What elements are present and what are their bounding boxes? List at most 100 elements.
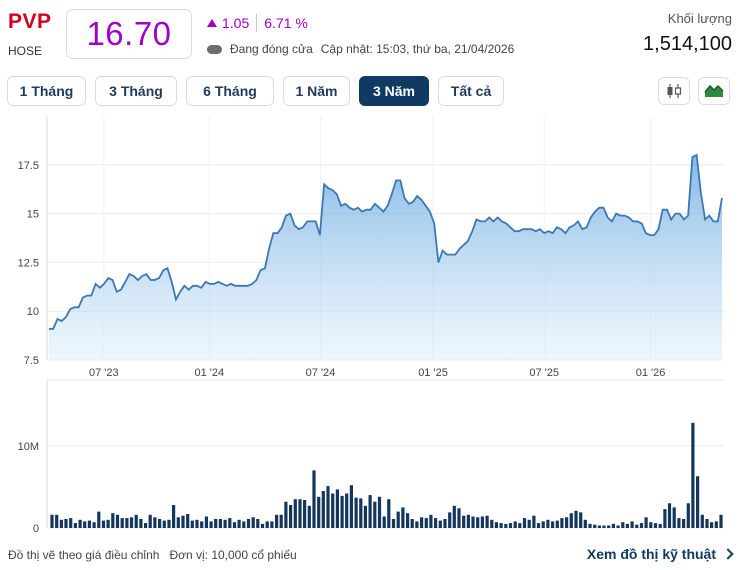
volume-bar (415, 521, 419, 528)
volume-bar (387, 499, 391, 528)
volume-bar (223, 519, 227, 528)
volume-bar (616, 525, 620, 528)
volume-bar (181, 515, 185, 528)
volume-bar (691, 422, 695, 528)
volume-bar (50, 514, 54, 528)
volume-bar (696, 476, 700, 528)
volume-bar (270, 521, 274, 528)
volume-bar (583, 519, 587, 528)
volume-bar (200, 521, 204, 528)
volume-bar (522, 518, 527, 528)
tab-1-month[interactable]: 1 Tháng (7, 76, 86, 106)
volume-bar (176, 517, 180, 528)
volume-tick-label: 10M (18, 441, 39, 453)
volume-bar (256, 519, 260, 528)
technical-chart-link-text[interactable]: Xem đồ thị kỹ thuật (586, 546, 716, 562)
volume-bar (508, 523, 513, 528)
volume-bar (429, 514, 433, 528)
price-change: 1.05 6.71 % (207, 14, 308, 32)
volume-bar (714, 521, 718, 528)
volume-bar (476, 517, 480, 528)
candlestick-button[interactable] (658, 77, 690, 105)
volume-bar (242, 521, 246, 528)
volume-bar (565, 517, 569, 528)
market-status: Đang đóng cửa Cập nhật: 15:03, thứ ba, 2… (207, 42, 514, 56)
volume-bar (204, 516, 208, 528)
volume-bar (644, 517, 648, 528)
price-box: 16.70 (66, 9, 192, 59)
volume-bar (682, 519, 686, 528)
volume-bar (377, 496, 382, 528)
volume-bar (663, 509, 667, 528)
x-tick-label: 01 '24 (194, 367, 224, 379)
volume-bar (246, 519, 251, 528)
volume-bar (382, 516, 386, 528)
volume-bar (303, 500, 307, 528)
range-tabs: 1 Tháng 3 Tháng 6 Tháng 1 Năm 3 Năm Tất … (7, 76, 513, 106)
volume-bar (710, 522, 714, 528)
volume-bar (125, 518, 129, 528)
area-chart-button[interactable] (698, 77, 730, 105)
technical-chart-link[interactable]: Xem đồ thị kỹ thuật (586, 546, 734, 562)
volume-bar (312, 470, 316, 528)
volume-bar (186, 514, 190, 528)
tab-6-months[interactable]: 6 Tháng (186, 76, 274, 106)
volume-bar (499, 523, 503, 528)
current-price: 16.70 (86, 15, 172, 52)
price-volume-chart: 17.5 15 12.5 10 7.5 10M 0 07 '23 01 '24 07 '24 01 … (18, 116, 724, 535)
volume-bar (260, 523, 265, 528)
volume-bar (410, 519, 414, 528)
volume-bar (700, 514, 704, 528)
volume-bar (705, 519, 709, 528)
volume-bar (443, 519, 447, 528)
volume-bar (579, 512, 583, 528)
volume-bar (513, 521, 517, 528)
price-tick-label: 17.5 (18, 160, 39, 172)
volume-bar (630, 521, 634, 528)
volume-bar (658, 523, 662, 528)
volume-bar (452, 505, 456, 528)
volume-bar (480, 516, 484, 528)
axis-labels: 17.5 15 12.5 10 7.5 10M 0 07 '23 01 '24 07 '24 01 … (18, 160, 666, 535)
volume-bar (331, 493, 335, 528)
volume-bar (73, 523, 77, 528)
volume-bar (560, 518, 564, 528)
volume-bar (209, 521, 213, 528)
tab-3-years[interactable]: 3 Năm (359, 76, 429, 106)
volume-bars (50, 422, 723, 528)
volume-bar (611, 523, 615, 528)
volume-bar (354, 497, 358, 528)
tab-all[interactable]: Tất cả (438, 76, 504, 106)
x-tick-label: 01 '25 (418, 367, 448, 379)
volume-bar (115, 514, 120, 528)
tab-1-year[interactable]: 1 Năm (283, 76, 350, 106)
price-tick-label: 10 (27, 306, 39, 318)
divider (256, 14, 258, 32)
volume-bar (490, 519, 494, 528)
volume-bar (363, 505, 367, 528)
volume-bar (83, 521, 87, 528)
volume-value: 1,514,100 (643, 33, 732, 55)
volume-bar (593, 524, 597, 528)
volume-bar (195, 519, 199, 528)
volume-bar (265, 521, 269, 528)
volume-bar (139, 519, 143, 528)
volume-bar (391, 519, 396, 528)
volume-bar (64, 519, 68, 528)
volume-bar (457, 508, 461, 528)
volume-bar (672, 507, 676, 528)
tab-3-months[interactable]: 3 Tháng (95, 76, 177, 106)
volume-bar (649, 522, 653, 528)
change-value: 1.05 (222, 15, 250, 31)
volume-bar (275, 514, 279, 528)
volume-bar (111, 513, 115, 528)
volume-bar (134, 514, 138, 528)
change-percent: 6.71 % (264, 15, 308, 31)
volume-bar (162, 520, 166, 528)
volume-bar (518, 523, 522, 528)
volume-bar (335, 489, 339, 528)
volume-bar (555, 520, 559, 528)
triangle-up-icon (207, 19, 217, 27)
volume-bar (59, 519, 63, 528)
volume-bar (345, 493, 349, 528)
